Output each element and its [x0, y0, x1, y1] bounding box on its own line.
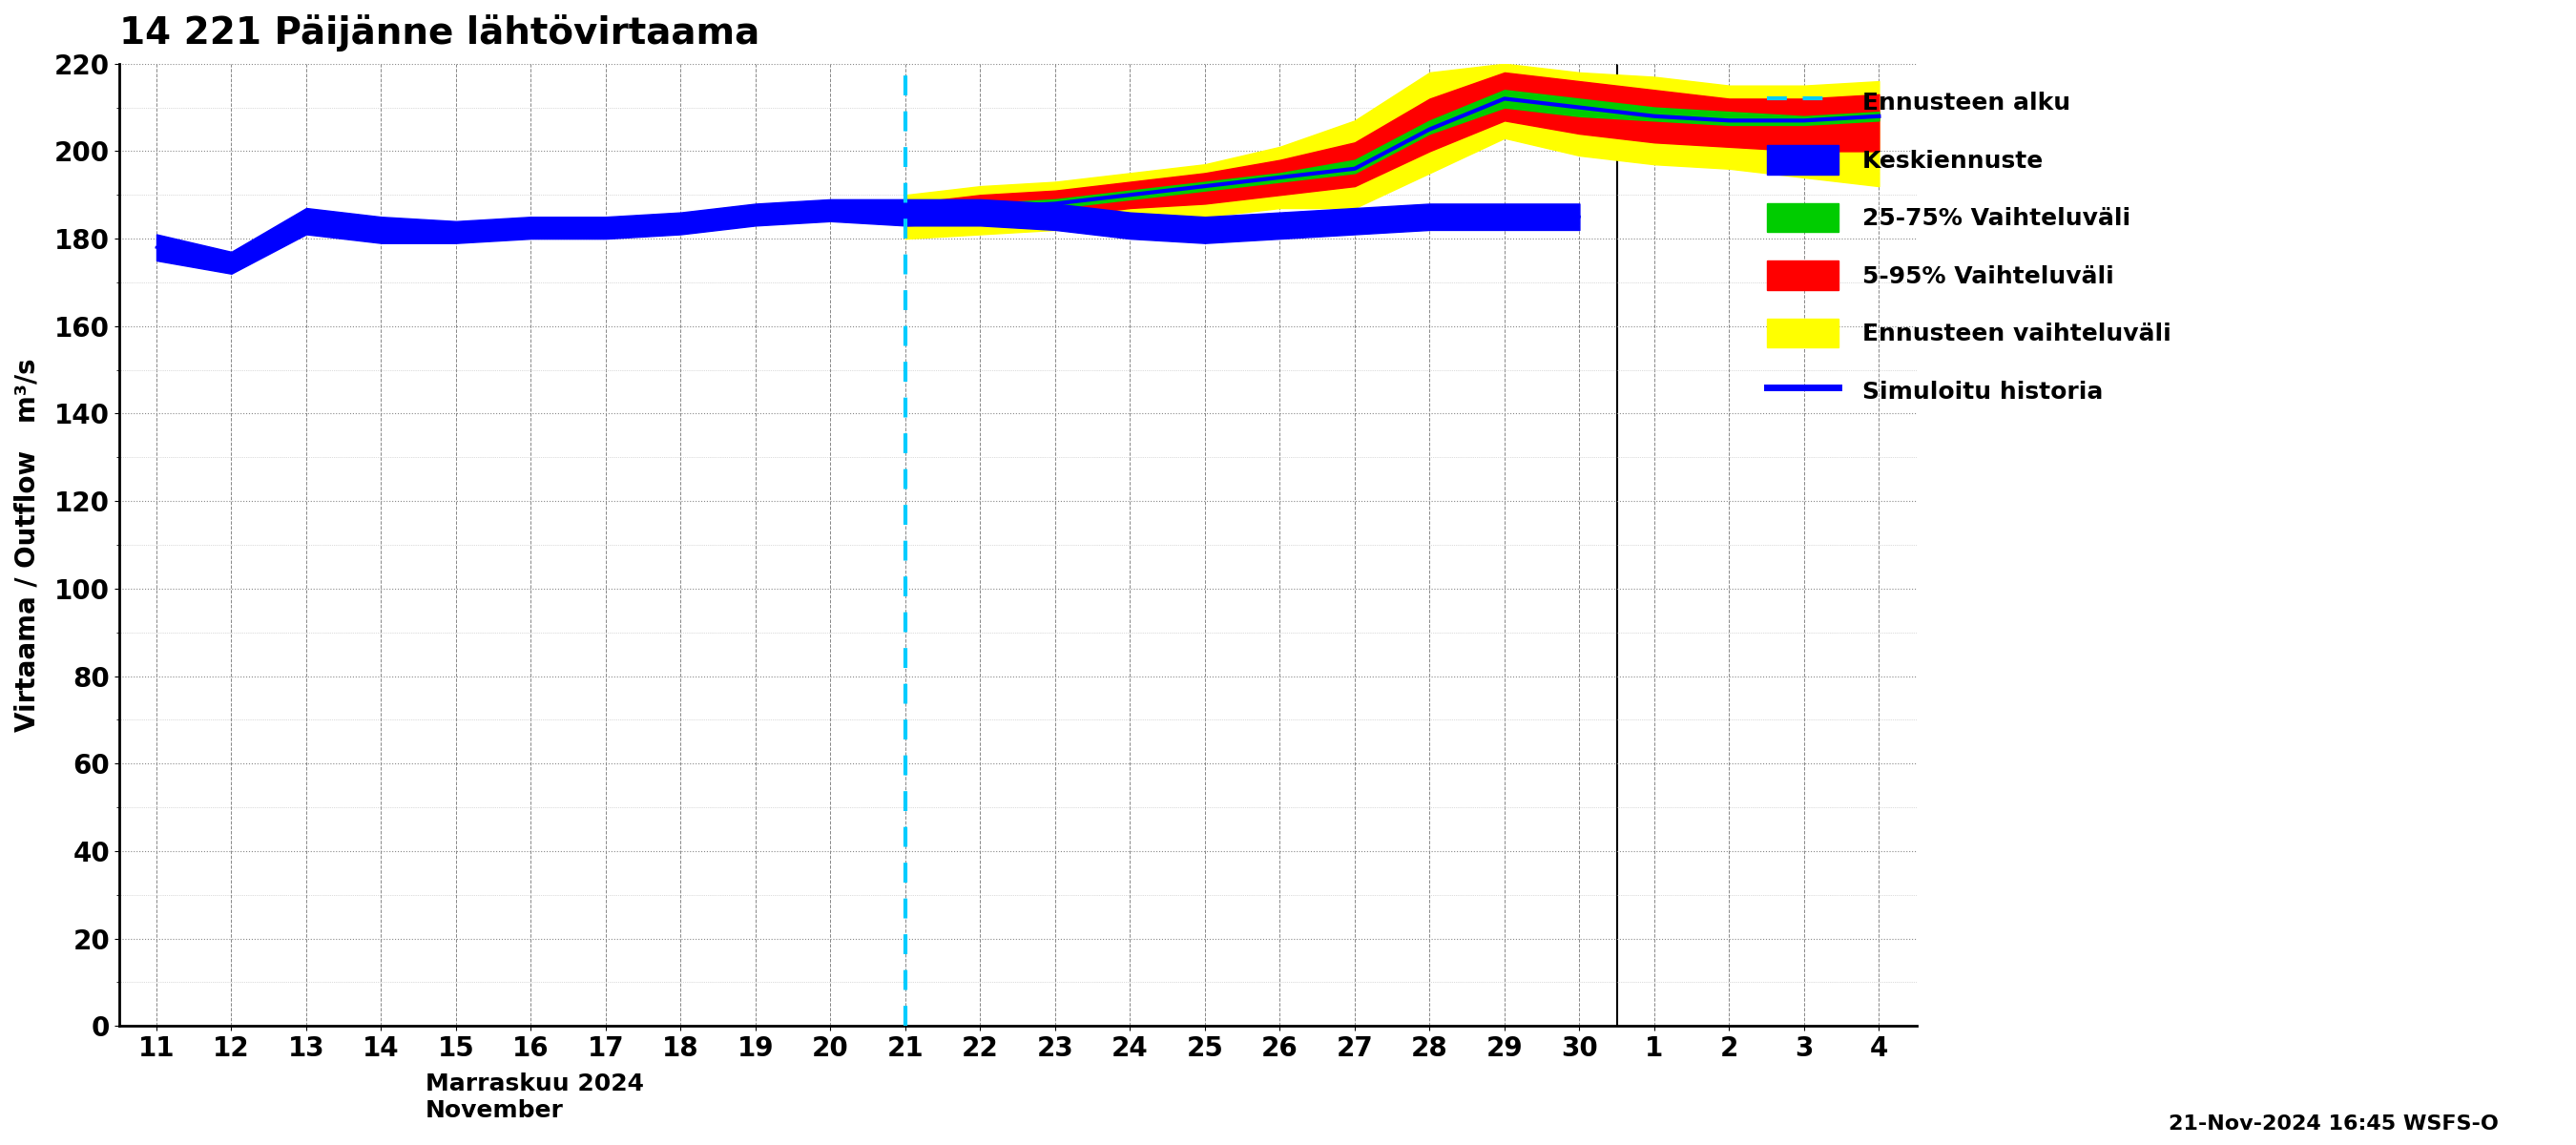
Legend: Ennusteen alku, Keskiennuste, 25-75% Vaihteluväli, 5-95% Vaihteluväli, Ennusteen: Ennusteen alku, Keskiennuste, 25-75% Vai… — [1754, 76, 2182, 417]
Text: 14 221 Päijänne lähtövirtaama: 14 221 Päijänne lähtövirtaama — [118, 14, 760, 52]
Y-axis label: Virtaama / Outflow   m³/s: Virtaama / Outflow m³/s — [15, 358, 41, 732]
Text: Marraskuu 2024
November: Marraskuu 2024 November — [425, 1073, 644, 1122]
Text: 21-Nov-2024 16:45 WSFS-O: 21-Nov-2024 16:45 WSFS-O — [2169, 1114, 2499, 1134]
